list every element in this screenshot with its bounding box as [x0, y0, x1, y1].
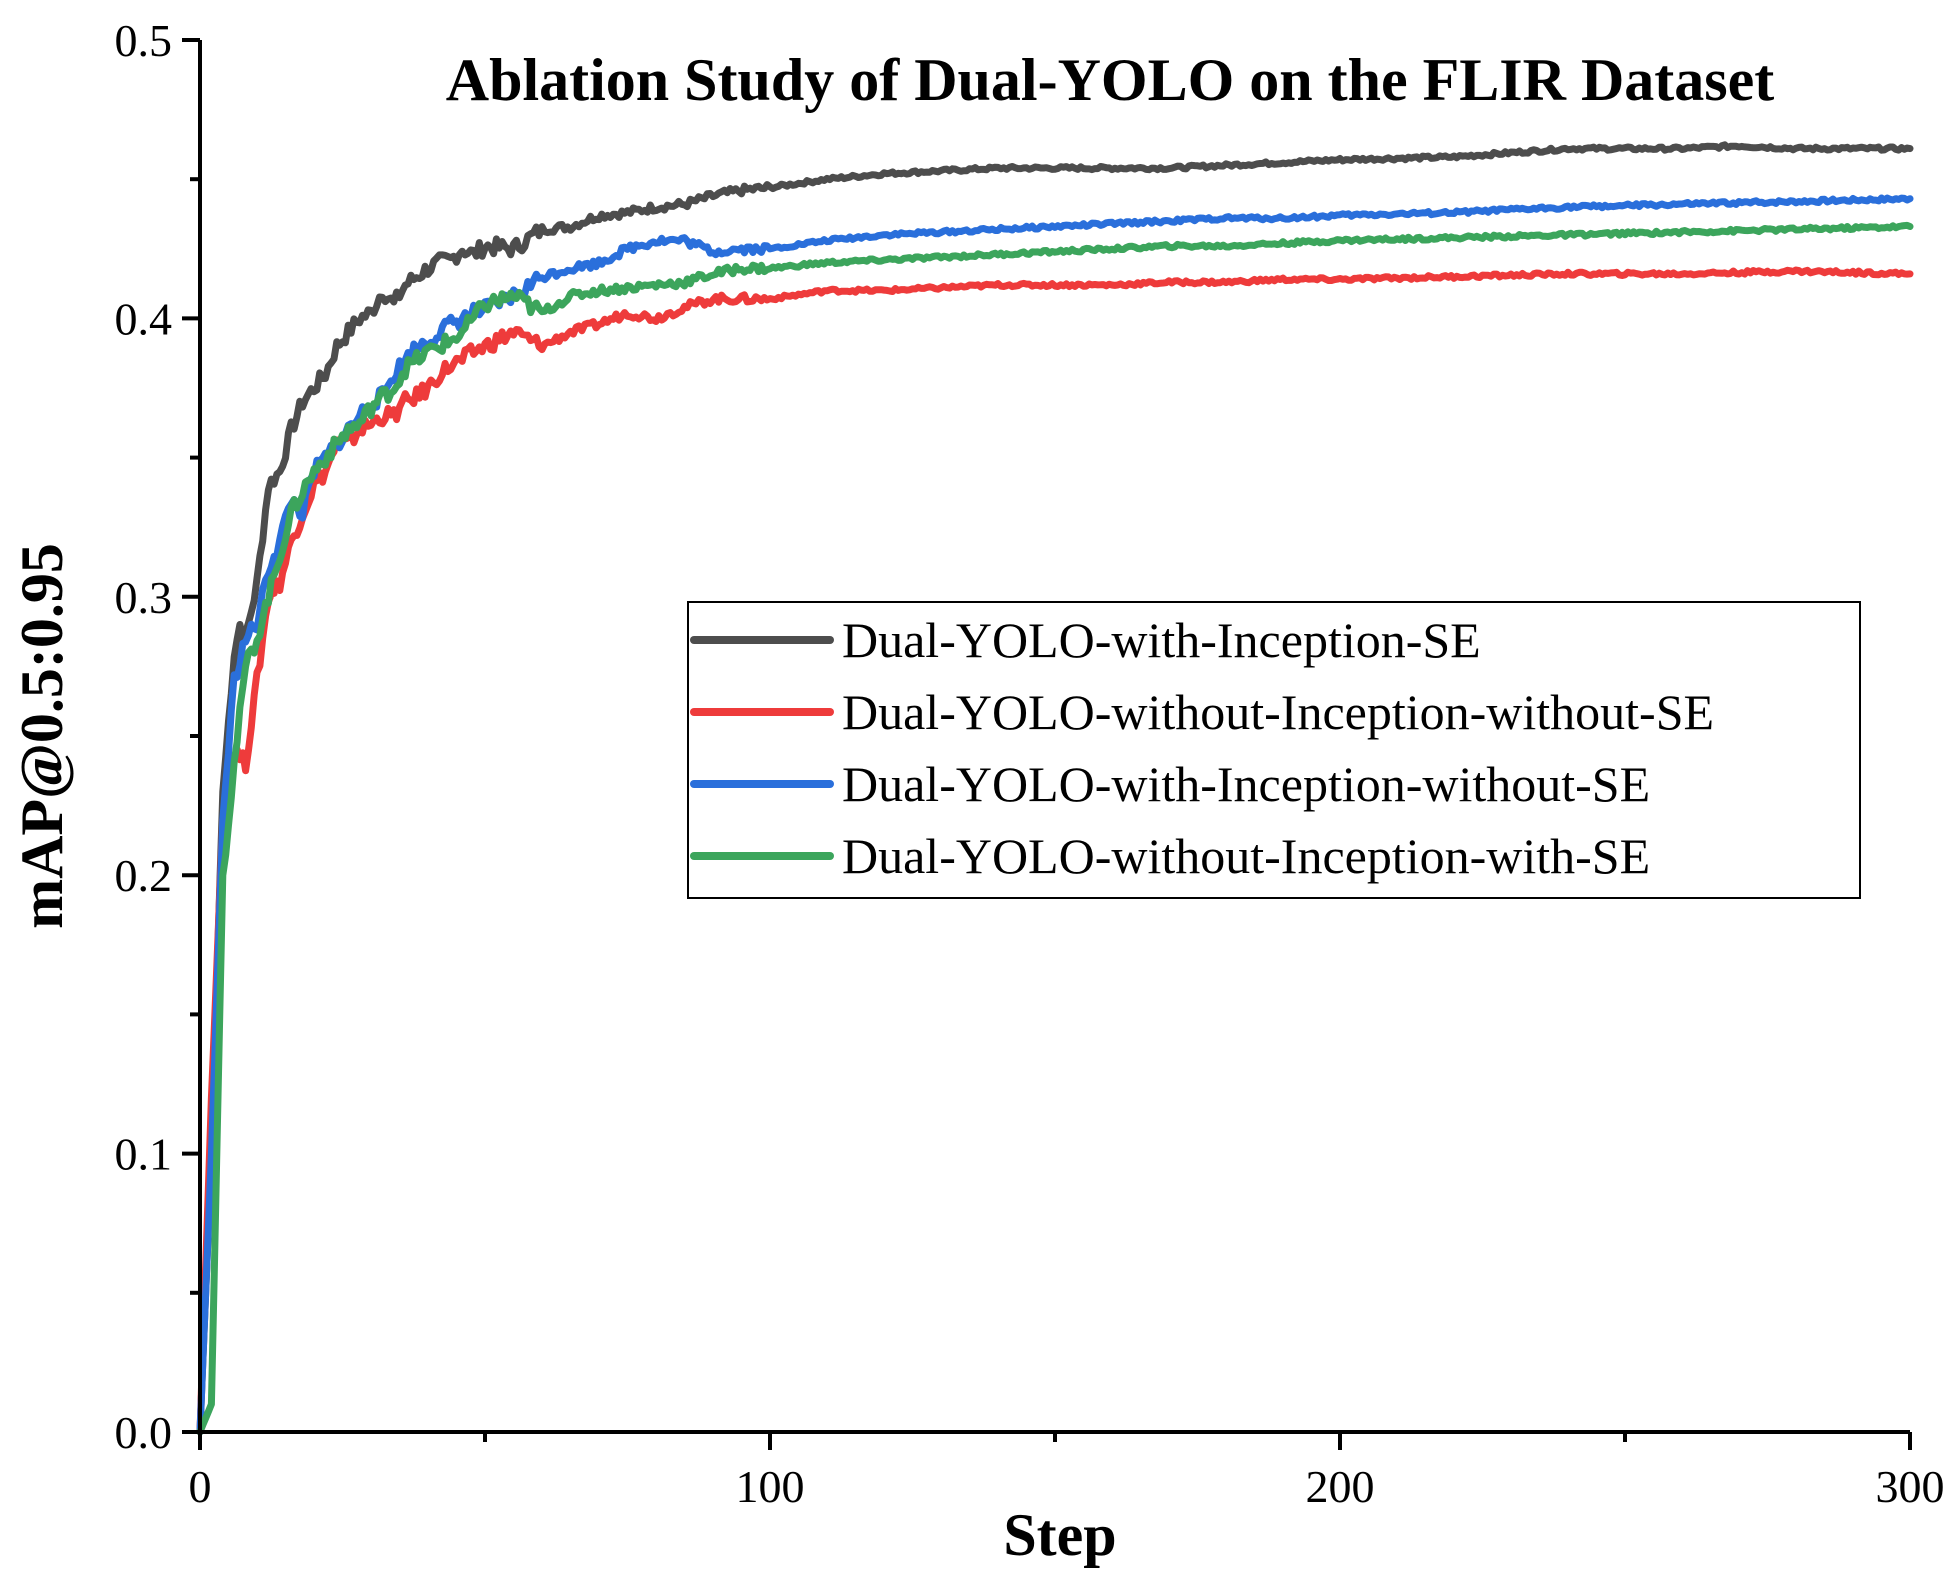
- y-tick-label: 0.5: [115, 15, 173, 66]
- y-tick-label: 0.0: [115, 1407, 173, 1458]
- series-group: [196, 141, 1914, 1436]
- legend-label: Dual-YOLO-without-Inception-with-SE: [842, 828, 1650, 884]
- legend-label: Dual-YOLO-without-Inception-without-SE: [842, 684, 1714, 740]
- ticks: 0.0 0.1 0.2 0.3 0.4 0.5 0 100 200 300: [115, 15, 1945, 1512]
- series-line-1: [196, 141, 1914, 1436]
- legend-label: Dual-YOLO-with-Inception-without-SE: [842, 756, 1650, 812]
- series-line-2: [196, 266, 1914, 1436]
- y-tick-label: 0.2: [115, 850, 173, 901]
- y-axis-title: mAP@0.5:0.95: [9, 543, 75, 929]
- legend: Dual-YOLO-with-Inception-SE Dual-YOLO-wit…: [687, 601, 1861, 899]
- series-line-4: [196, 221, 1914, 1436]
- x-tick-label: 0: [189, 1461, 212, 1512]
- y-tick-label: 0.3: [115, 572, 173, 623]
- x-tick-label: 300: [1876, 1461, 1945, 1512]
- legend-box: [687, 601, 1861, 899]
- legend-label: Dual-YOLO-with-Inception-SE: [842, 612, 1481, 668]
- chart-title: Ablation Study of Dual-YOLO on the FLIR …: [446, 47, 1774, 113]
- x-axis-title: Step: [1003, 1502, 1116, 1568]
- y-tick-label: 0.4: [115, 293, 173, 344]
- x-tick-label: 100: [736, 1461, 805, 1512]
- y-tick-label: 0.1: [115, 1129, 173, 1180]
- x-tick-label: 200: [1306, 1461, 1375, 1512]
